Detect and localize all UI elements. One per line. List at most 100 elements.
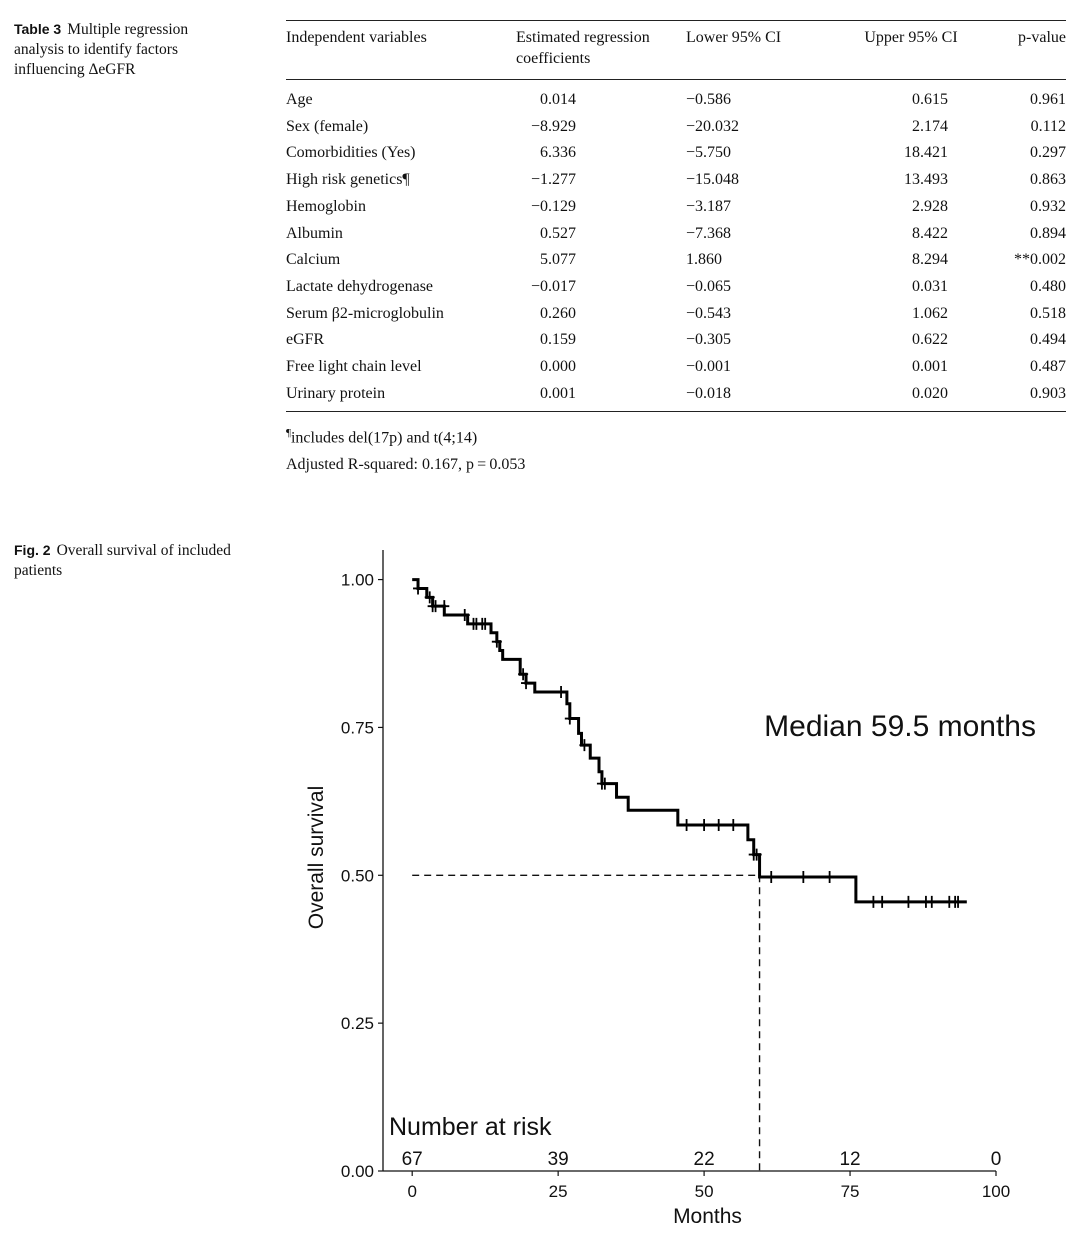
cell-coefficient: 5.077 (540, 251, 576, 269)
cell-lower-ci: −0.305 (686, 331, 732, 349)
cell-coefficient: 0.000 (540, 358, 576, 376)
table-header-row: Independent variables Estimated regressi… (286, 20, 1066, 80)
table-row: Calcium 5.077 1.860 8.294 **0.002 (286, 247, 1066, 274)
cell-coefficient: 0.527 (540, 224, 576, 242)
censor-mark (798, 871, 809, 884)
cell-upper-ci: 0.615 (912, 91, 948, 108)
cell-upper-ci: 2.174 (912, 117, 948, 135)
header-upper-ci: Upper 95% CI (841, 20, 981, 80)
y-tick-label: 1.00 (341, 571, 374, 590)
cell-coefficient: −0.129 (530, 197, 576, 215)
cell-coefficient: 0.014 (540, 91, 576, 108)
cell-p-value: 0.518 (1030, 304, 1066, 322)
table-row: Hemoglobin −0.129 −3.187 2.928 0.932 (286, 194, 1066, 221)
cell-coefficient: −0.017 (530, 277, 576, 295)
cell-p-value: **0.002 (1014, 251, 1066, 269)
cell-lower-ci: −0.065 (686, 277, 732, 295)
cell-coefficient: 0.001 (516, 380, 686, 413)
x-tick-label: 0 (407, 1182, 416, 1201)
footnote-text: includes del(17p) and t(4;14) (290, 429, 478, 447)
cell-variable: Calcium (286, 251, 341, 269)
cell-p-value: 0.903 (981, 380, 1066, 413)
table-caption: Table 3 Multiple regression analysis to i… (14, 19, 234, 80)
table-row: Albumin 0.527 −7.368 8.422 0.894 (286, 221, 1066, 248)
cell-upper-ci: 0.031 (912, 277, 948, 295)
cell-upper-ci: 8.422 (912, 224, 948, 242)
cell-p-value: 0.863 (1030, 171, 1066, 189)
cell-lower-ci: −20.032 (686, 117, 740, 135)
median-annotation: Median 59.5 months (764, 710, 1036, 743)
cell-p-value: 0.297 (1030, 144, 1066, 162)
censor-mark (518, 668, 529, 681)
adjusted-r-squared: Adjusted R-squared: 0.167, p = 0.053 (286, 456, 526, 474)
censor-mark (824, 871, 835, 884)
cell-variable: High risk genetics¶ (286, 171, 410, 189)
cell-upper-ci: 18.421 (904, 144, 948, 162)
censor-mark (430, 600, 441, 613)
risk-table-title: Number at risk (389, 1113, 552, 1141)
table-footnotes: ¶includes del(17p) and t(4;14) Adjusted … (286, 420, 525, 478)
risk-count: 0 (991, 1149, 1002, 1170)
table-label: Table 3 (14, 21, 62, 37)
cell-upper-ci: 13.493 (904, 171, 948, 189)
cell-variable: Free light chain level (286, 358, 422, 376)
cell-p-value: 0.112 (1030, 117, 1066, 135)
censor-mark (681, 819, 692, 832)
censor-mark (713, 819, 724, 832)
figure-label: Fig. 2 (14, 542, 51, 558)
risk-count: 22 (694, 1149, 715, 1170)
table-row: Serum β2-microglobulin 0.260 −0.543 1.062 0.… (286, 301, 1066, 328)
x-tick-label: 50 (695, 1182, 714, 1201)
footnote-mark: ¶ (286, 427, 291, 439)
cell-lower-ci: −3.187 (686, 197, 732, 215)
censor-mark (424, 591, 435, 604)
cell-lower-ci: −5.750 (686, 144, 732, 162)
risk-count: 67 (402, 1149, 423, 1170)
y-axis-label: Overall survival (305, 786, 328, 930)
cell-coefficient: −1.277 (530, 171, 576, 189)
header-coefficients: Estimated regression coefficients (516, 20, 686, 80)
cell-variable: Age (286, 91, 313, 108)
cell-variable: eGFR (286, 331, 325, 349)
cell-variable: Serum β2-microglobulin (286, 304, 444, 322)
y-tick-label: 0.25 (341, 1014, 374, 1033)
cell-p-value: 0.487 (1030, 358, 1066, 376)
table-row: Lactate dehydrogenase −0.017 −0.065 0.031 0.… (286, 274, 1066, 301)
censor-mark (599, 777, 610, 790)
censor-mark (877, 895, 888, 908)
genetics-footnote: ¶includes del(17p) and t(4;14) (286, 420, 525, 451)
cell-p-value: 0.480 (1030, 277, 1066, 295)
table-row: Age 0.014 −0.586 0.615 0.961 (286, 80, 1066, 114)
censor-mark (556, 685, 567, 698)
cell-coefficient: 6.336 (540, 144, 576, 162)
censor-mark (868, 895, 879, 908)
censor-mark (459, 609, 470, 622)
x-tick-label: 25 (549, 1182, 568, 1201)
risk-count: 12 (839, 1149, 860, 1170)
header-p-value: p-value (981, 20, 1066, 80)
censor-mark (439, 600, 450, 613)
cell-lower-ci: −0.543 (686, 304, 732, 322)
x-axis-label: Months (673, 1205, 742, 1228)
cell-lower-ci: −0.001 (686, 358, 732, 376)
censor-mark (953, 895, 964, 908)
cell-variable: Lactate dehydrogenase (286, 277, 434, 295)
figure-caption: Fig. 2 Overall survival of included patie… (14, 540, 234, 581)
cell-variable: Comorbidities (Yes) (286, 144, 416, 162)
censor-mark (728, 819, 739, 832)
cell-lower-ci: −0.018 (686, 380, 841, 413)
cell-p-value: 0.494 (1030, 331, 1066, 349)
cell-upper-ci: 8.294 (912, 251, 948, 269)
y-tick-label: 0.50 (341, 866, 374, 885)
table-row: High risk genetics¶ −1.277 −15.048 13.493 0.… (286, 167, 1066, 194)
table-row: eGFR 0.159 −0.305 0.622 0.494 (286, 327, 1066, 354)
cell-variable: Urinary protein (286, 380, 516, 413)
censor-mark (926, 895, 937, 908)
censor-mark (766, 871, 777, 884)
cell-coefficient: 0.260 (540, 304, 576, 322)
cell-upper-ci: 2.928 (912, 197, 948, 215)
header-independent-variables: Independent variables (286, 20, 516, 80)
table-row: Comorbidities (Yes) 6.336 −5.750 18.421 0.29… (286, 140, 1066, 167)
censor-mark (699, 819, 710, 832)
censor-mark (480, 617, 491, 630)
